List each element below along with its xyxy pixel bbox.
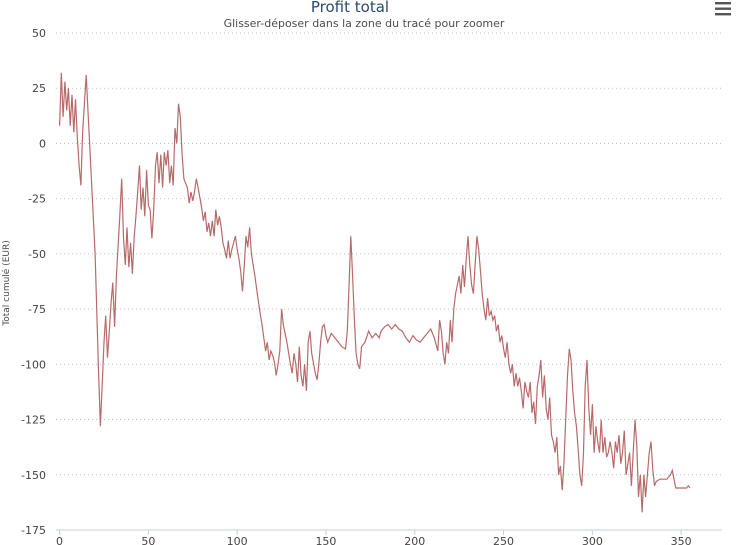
x-tick-label: 150	[315, 535, 336, 545]
y-tick-label: -175	[21, 524, 46, 537]
x-tick-label: 350	[671, 535, 692, 545]
x-tick-label: 100	[227, 535, 248, 545]
y-tick-label: -150	[21, 469, 46, 482]
y-axis-title: Total cumulé (EUR)	[1, 240, 12, 326]
hamburger-menu-icon[interactable]	[712, 0, 732, 16]
y-tick-label: 25	[32, 82, 46, 95]
x-tick-label: 0	[56, 535, 63, 545]
x-tick-label: 50	[141, 535, 155, 545]
chart-subtitle: Glisser-déposer dans la zone du tracé po…	[224, 17, 505, 30]
x-tick-label: 200	[404, 535, 425, 545]
x-tick-label: 250	[493, 535, 514, 545]
y-tick-label: -125	[21, 414, 46, 427]
series-line	[59, 72, 691, 513]
y-tick-label: -75	[28, 303, 46, 316]
x-axis-ticks: 0 50 100 150 200 250 300 350	[56, 530, 692, 545]
y-tick-label: 0	[39, 137, 46, 150]
chart-title: Profit total	[311, 0, 389, 16]
y-tick-label: 50	[32, 27, 46, 40]
y-tick-label: -25	[28, 193, 46, 206]
y-tick-label: -100	[21, 358, 46, 371]
y-axis-ticks: 50 25 0 -25 -50 -75 -100 -125 -150 -175	[21, 27, 46, 537]
y-tick-label: -50	[28, 248, 46, 261]
x-tick-label: 300	[582, 535, 603, 545]
